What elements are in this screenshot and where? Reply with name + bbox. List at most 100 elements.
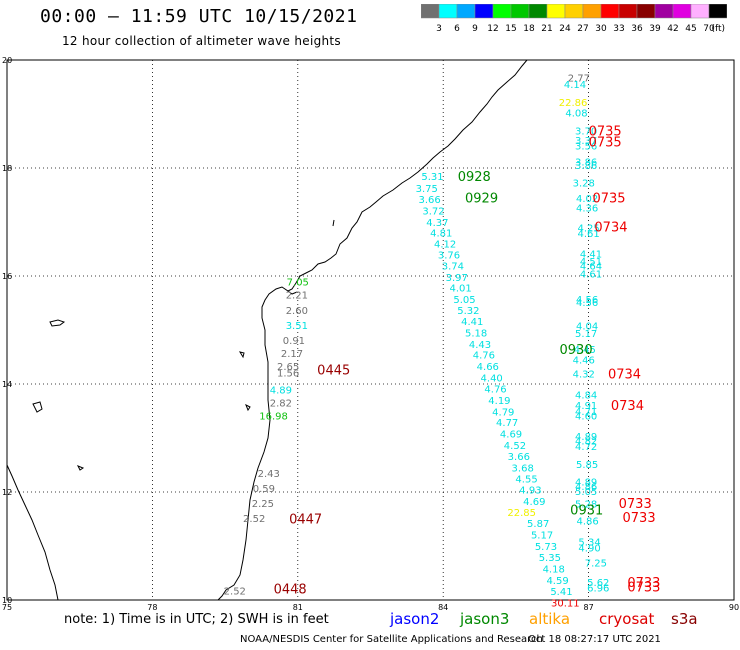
island-5: [76, 465, 85, 471]
wave-height-label: 5.35: [539, 553, 561, 564]
pass-time-label: 0735: [589, 135, 622, 150]
wave-height-label: 4.82: [575, 436, 597, 447]
color-legend: 3 6 9 12 15 18 21 24 27 30 33 36 39 42 45 70(ft): [421, 4, 727, 34]
wave-height-label: 4.66: [477, 362, 499, 373]
island-4: [245, 403, 251, 412]
satellite-jason2: jason2: [390, 610, 440, 628]
krishna-delta-notch: [287, 290, 298, 295]
longitude-tick-label: 84: [438, 603, 448, 612]
credit-text: NOAA/NESDIS Center for Satellite Applica…: [240, 634, 543, 645]
wave-height-label: 5.87: [527, 519, 549, 530]
wave-height-label: 4.77: [496, 418, 518, 429]
wave-height-label: 4.45: [574, 345, 596, 356]
pass-time-label: 0733: [627, 580, 660, 595]
map-title: 00:00 – 11:59 UTC 10/15/2021: [40, 6, 358, 27]
wave-height-label: 4.36: [576, 204, 598, 215]
wave-height-label: 3.76: [438, 251, 460, 262]
pass-time-label: 0735: [589, 125, 622, 140]
wave-height-label: 2.17: [281, 349, 303, 360]
wave-height-label: 4.51: [580, 257, 602, 268]
wave-height-label: 4.14: [564, 80, 586, 91]
latitude-tick-label: 18: [2, 164, 12, 173]
pass-time-label: 0929: [465, 192, 498, 207]
wave-height-label: 5.17: [575, 329, 597, 340]
wave-height-label: 4.81: [430, 229, 452, 240]
legend-tick-label: 24: [559, 24, 571, 34]
wave-height-label: 4.01: [450, 284, 472, 295]
wave-height-label: 5.34: [578, 537, 600, 548]
wave-height-label: 4.90: [578, 543, 600, 554]
legend-tick-label: 27: [577, 24, 588, 34]
satellite-altika: altika: [529, 610, 571, 628]
wave-height-label: 5.31: [421, 172, 443, 183]
wave-height-label: 4.19: [488, 396, 510, 407]
longitude-tick-label: 81: [293, 603, 303, 612]
legend-swatch: [708, 4, 727, 19]
wave-height-label: 4.86: [576, 516, 598, 527]
wave-height-label: 3.72: [422, 206, 444, 217]
wave-height-label: 4.60: [575, 412, 597, 423]
longitude-tick-label: 90: [729, 603, 739, 612]
wave-height-label: 7.25: [585, 559, 607, 570]
wave-height-label: 5.17: [531, 530, 553, 541]
latitude-tick-label: 10: [2, 596, 12, 605]
wave-height-label: 4.08: [565, 109, 587, 120]
wave-height-label: 3.74: [442, 262, 464, 273]
island-3: [32, 401, 43, 413]
pass-time-label: 0733: [619, 497, 652, 512]
legend-tick-label: 6: [454, 24, 460, 34]
wave-height-label: 3.56: [575, 142, 597, 153]
wave-height-label: 5.41: [550, 587, 572, 598]
longitude-tick-label: 78: [147, 603, 157, 612]
legend-tick-label: 30: [595, 24, 607, 34]
wave-height-label: 4.37: [426, 218, 448, 229]
map-subtitle: 12 hour collection of altimeter wave hei…: [62, 34, 341, 48]
observation-labels: 2.774.14 22.864.08 3.703.373.56 3.863.86 3.2…: [224, 74, 610, 610]
latitude-tick-label: 12: [2, 488, 12, 497]
wave-height-label: 22.85: [507, 508, 536, 519]
wave-height-label: 4.56: [576, 295, 598, 306]
wave-height-label: 2.21: [286, 291, 308, 302]
wave-height-label: 4.25: [577, 224, 599, 235]
east-india-coast: [217, 59, 528, 601]
satellite-cryosat: cryosat: [599, 610, 655, 628]
pass-time-label: 0734: [611, 399, 644, 414]
wave-height-label: 2.60: [286, 306, 308, 317]
wave-height-label: 4.61: [577, 229, 599, 240]
wave-height-label: 4.89: [270, 386, 292, 397]
wave-height-label: 5.28: [575, 500, 597, 511]
longitude-tick-label: 75: [2, 603, 12, 612]
wave-height-label: 4.04: [576, 321, 598, 332]
wave-height-label: 7.05: [287, 278, 309, 289]
wave-height-label: 4.55: [515, 474, 537, 485]
wave-height-label: 4.32: [573, 370, 595, 381]
wave-height-label: 4.76: [484, 385, 506, 396]
wave-height-label: 2.43: [258, 469, 280, 480]
note-text: note: 1) Time is in UTC; 2) SWH is in fe…: [64, 612, 329, 627]
wave-height-label: 4.46: [573, 355, 595, 366]
generated-timestamp: Oct 18 08:27:17 UTC 2021: [528, 634, 661, 645]
wave-height-label: 4.86: [575, 482, 597, 493]
legend-tick-label: 9: [472, 24, 478, 34]
wave-height-label: 0.91: [283, 336, 305, 347]
wave-height-label: 4.64: [580, 262, 602, 273]
wave-height-label: 5.73: [535, 542, 557, 553]
legend-tick-label: 45: [685, 24, 696, 34]
legend-tick-label: 21: [541, 24, 552, 34]
pass-time-label: 0930: [560, 343, 593, 358]
legend-tick-label: 70: [703, 24, 715, 34]
wave-height-label: 4.61: [580, 270, 602, 281]
pass-time-label: 0928: [458, 170, 491, 185]
wave-height-label: 4.12: [434, 239, 456, 250]
legend-tick-label: 36: [631, 24, 643, 34]
pass-time-label: 0733: [627, 576, 660, 591]
legend-tick-label: 12: [487, 24, 498, 34]
wave-height-label: 5.62: [587, 578, 609, 589]
wave-height-label: 3.37: [575, 136, 597, 147]
wave-height-label: 2.52: [224, 587, 246, 598]
latitude-tick-label: 20: [2, 56, 12, 65]
island-1: [49, 319, 66, 327]
legend-unit: (ft): [711, 24, 725, 34]
wave-height-label: 5.85: [576, 460, 598, 471]
